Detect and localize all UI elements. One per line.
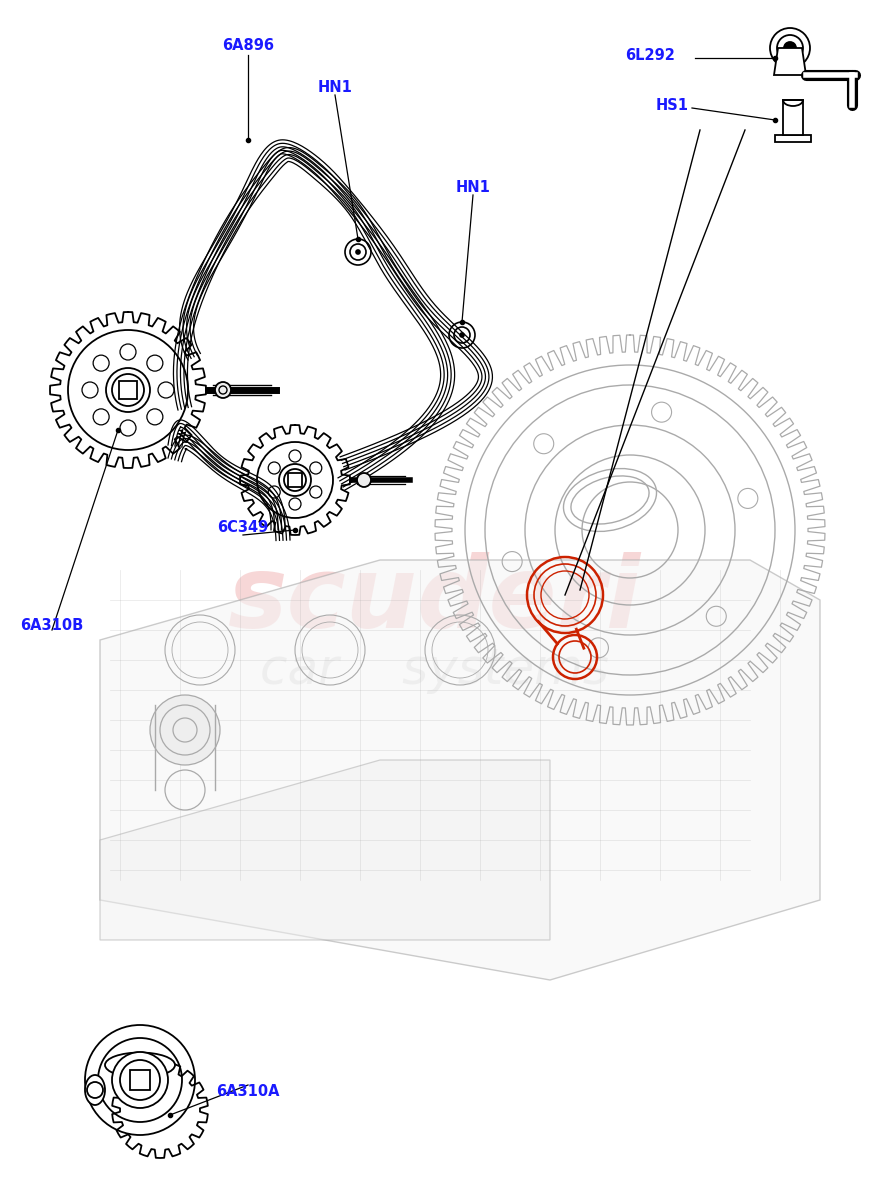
Polygon shape — [775, 134, 811, 142]
Ellipse shape — [85, 1075, 105, 1105]
Circle shape — [150, 695, 220, 766]
Text: 6L292: 6L292 — [625, 48, 675, 62]
Circle shape — [357, 473, 371, 487]
Polygon shape — [100, 560, 820, 980]
Polygon shape — [774, 48, 806, 74]
Text: HN1: HN1 — [455, 180, 490, 196]
Circle shape — [279, 464, 311, 496]
Circle shape — [112, 1052, 168, 1108]
Text: 6A310B: 6A310B — [20, 618, 83, 632]
Text: car    systems: car systems — [260, 646, 608, 694]
Circle shape — [85, 1025, 195, 1135]
Circle shape — [257, 442, 333, 518]
Polygon shape — [100, 760, 550, 940]
Circle shape — [106, 368, 150, 412]
Circle shape — [356, 250, 360, 254]
Circle shape — [68, 330, 188, 450]
Circle shape — [460, 332, 464, 337]
Circle shape — [784, 42, 796, 54]
Text: 6C349: 6C349 — [217, 521, 269, 535]
Circle shape — [770, 28, 810, 68]
Polygon shape — [783, 100, 803, 134]
Text: 6A310A: 6A310A — [216, 1085, 280, 1099]
Circle shape — [215, 382, 231, 398]
Ellipse shape — [105, 1052, 175, 1078]
Polygon shape — [130, 1070, 150, 1090]
Text: HN1: HN1 — [317, 80, 353, 96]
Text: HS1: HS1 — [655, 97, 688, 113]
Polygon shape — [288, 473, 302, 487]
Text: scuderi: scuderi — [228, 552, 640, 648]
Text: 6A896: 6A896 — [222, 37, 274, 53]
Polygon shape — [119, 382, 137, 398]
